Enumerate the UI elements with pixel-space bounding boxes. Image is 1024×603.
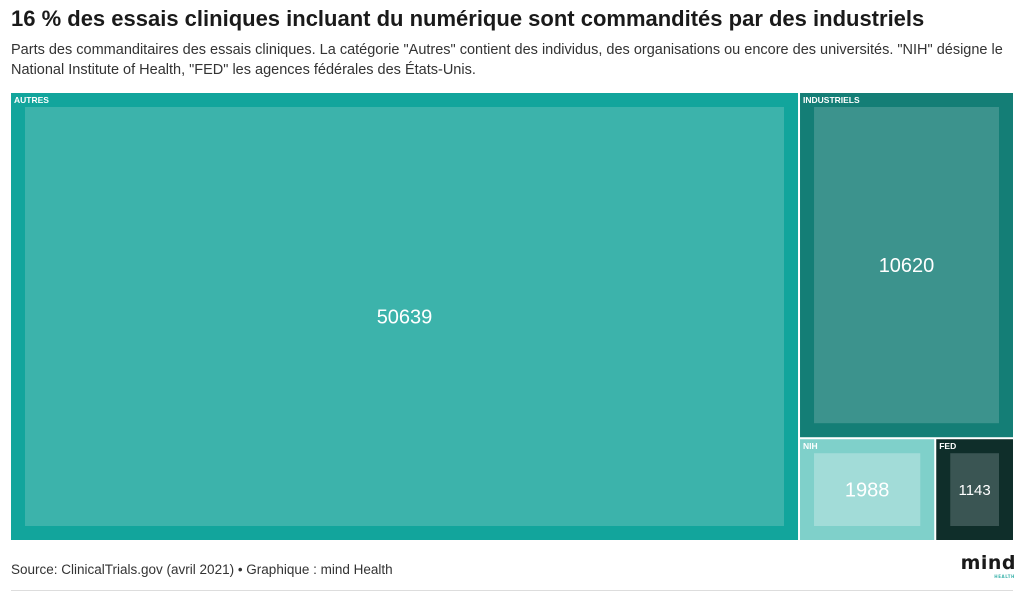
cell-label-industriels: INDUSTRIELS	[803, 95, 860, 105]
cell-label-autres: AUTRES	[14, 95, 49, 105]
cell-inner-fed	[950, 453, 999, 526]
cell-inner-autres	[25, 107, 785, 526]
cell-inner-industriels	[814, 107, 999, 424]
treemap-cell-fed: FED 1143	[936, 439, 1013, 540]
cell-value-nih: 1988	[845, 480, 890, 502]
cell-value-fed: 1143	[958, 482, 990, 499]
cell-label-fed: FED	[939, 441, 956, 451]
chart-subtitle: Parts des commanditaires des essais clin…	[11, 42, 1003, 78]
cell-label-nih: NIH	[803, 441, 818, 451]
chart-title: 16 % des essais cliniques incluant du nu…	[11, 6, 925, 31]
cell-inner-nih	[814, 453, 921, 526]
treemap-cell-nih: NIH 1988	[800, 439, 935, 540]
source-note: Source: ClinicalTrials.gov (avril 2021) …	[11, 562, 393, 577]
footer-divider	[11, 590, 1013, 591]
logo-subword: HEALTH	[994, 574, 1015, 579]
treemap-cell-autres: AUTRES 50639	[11, 93, 799, 540]
logo-wordmark: mind	[960, 552, 1016, 574]
treemap-cell-industriels: INDUSTRIELS 10620	[800, 93, 1013, 438]
mind-health-logo: mind HEALTH	[956, 552, 1016, 582]
cell-value-autres: 50639	[377, 307, 433, 329]
cell-value-industriels: 10620	[879, 255, 935, 277]
